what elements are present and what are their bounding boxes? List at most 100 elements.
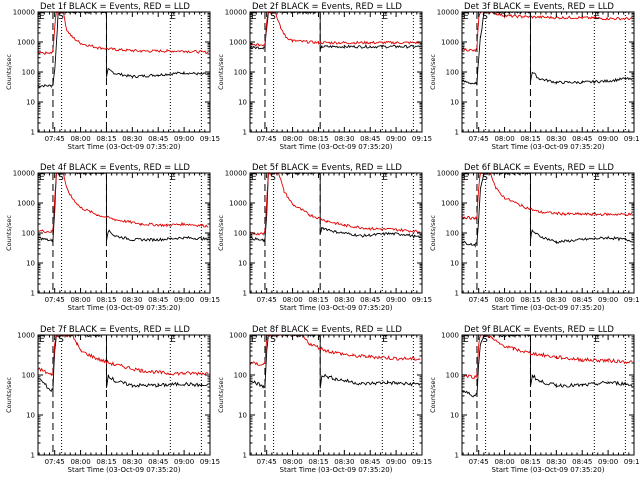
- x-tick-label: 08:30: [122, 135, 142, 143]
- x-tick-label: 09:00: [598, 296, 618, 304]
- x-tick-label: 08:00: [282, 458, 302, 466]
- interval-marker-e: E: [463, 173, 469, 183]
- y-tick-label: 1: [455, 452, 459, 460]
- interval-marker-e: E: [382, 173, 388, 183]
- x-tick-label: 08:15: [520, 458, 540, 466]
- y-tick-label: 1: [243, 290, 247, 298]
- plot-frame: [37, 172, 211, 294]
- y-axis-label: Counts/sec: [429, 215, 437, 251]
- y-tick-label: 1: [31, 129, 35, 137]
- y-tick-label: 1000: [229, 200, 247, 208]
- x-tick-label: 08:00: [282, 135, 302, 143]
- x-tick-label: 08:00: [70, 458, 90, 466]
- y-axis-label: Counts/sec: [5, 215, 13, 251]
- x-tick-label: 09:15: [412, 458, 432, 466]
- x-tick-label: 09:15: [200, 296, 220, 304]
- interval-marker-s: S: [58, 173, 64, 183]
- panel-title: Det 4f BLACK = Events, RED = LLD: [40, 163, 190, 173]
- y-tick-label: 10000: [13, 9, 35, 17]
- x-tick-label: 08:30: [546, 458, 566, 466]
- y-tick-label: 10: [238, 99, 247, 107]
- x-tick-label: 09:00: [598, 135, 618, 143]
- x-tick-label: 09:15: [200, 458, 220, 466]
- x-tick-label: 08:45: [572, 458, 592, 466]
- x-axis-label: Start Time (03-Oct-09 07:35:20): [492, 143, 605, 151]
- x-axis-label: Start Time (03-Oct-09 07:35:20): [492, 466, 605, 474]
- y-tick-label: 100: [22, 372, 35, 380]
- x-tick-label: 08:15: [520, 135, 540, 143]
- x-tick-label: 07:45: [257, 458, 277, 466]
- panel-title: Det 2f BLACK = Events, RED = LLD: [252, 2, 402, 12]
- y-tick-label: 10000: [225, 170, 247, 178]
- panel-title: Det 1f BLACK = Events, RED = LLD: [40, 2, 190, 12]
- x-tick-label: 09:00: [174, 458, 194, 466]
- interval-marker-s: S: [270, 12, 276, 22]
- panel-title: Det 9f BLACK = Events, RED = LLD: [464, 325, 614, 335]
- y-tick-label: 10: [450, 260, 459, 268]
- panel-3: Det 3f BLACK = Events, RED = LLD 1 10 100 10…: [429, 2, 640, 151]
- x-tick-label: 08:15: [520, 296, 540, 304]
- x-tick-label: 09:00: [386, 135, 406, 143]
- lld-series-line: [250, 335, 421, 366]
- interval-marker-e: E: [170, 335, 176, 345]
- x-axis-label: Start Time (03-Oct-09 07:35:20): [492, 304, 605, 312]
- x-tick-label: 08:30: [546, 296, 566, 304]
- x-axis-label: Start Time (03-Oct-09 07:35:20): [68, 143, 181, 151]
- interval-marker-e: E: [382, 12, 388, 22]
- x-tick-label: 08:00: [282, 296, 302, 304]
- x-tick-label: 08:45: [148, 296, 168, 304]
- interval-marker-s: S: [482, 335, 488, 345]
- x-tick-label: 08:30: [122, 296, 142, 304]
- x-tick-label: 08:00: [494, 135, 514, 143]
- x-tick-label: 08:45: [572, 135, 592, 143]
- events-series-line: [38, 173, 209, 243]
- x-tick-label: 09:00: [174, 135, 194, 143]
- x-tick-label: 09:00: [598, 458, 618, 466]
- panel-4: Det 4f BLACK = Events, RED = LLD 1 10 100 10…: [5, 163, 220, 312]
- interval-marker-e: E: [39, 173, 45, 183]
- x-tick-label: 07:45: [257, 296, 277, 304]
- y-tick-label: 1000: [441, 39, 459, 47]
- panel-title: Det 8f BLACK = Events, RED = LLD: [252, 325, 402, 335]
- panel-1: Det 1f BLACK = Events, RED = LLD 1 10 100 10…: [5, 2, 220, 151]
- panel-title: Det 6f BLACK = Events, RED = LLD: [464, 163, 614, 173]
- panel-6: Det 6f BLACK = Events, RED = LLD 1 10 100 10…: [429, 163, 640, 312]
- interval-marker-e: E: [463, 335, 469, 345]
- y-tick-label: 10: [26, 260, 35, 268]
- x-tick-label: 08:45: [572, 296, 592, 304]
- y-axis-label: Counts/sec: [429, 54, 437, 90]
- panel-5: Det 5f BLACK = Events, RED = LLD 1 10 100 10…: [217, 163, 432, 312]
- interval-marker-e: E: [170, 12, 176, 22]
- y-tick-label: 1000: [229, 332, 247, 340]
- plot-frame: [249, 334, 423, 456]
- lld-series-line: [38, 12, 209, 56]
- y-tick-label: 1000: [229, 39, 247, 47]
- x-tick-label: 07:45: [45, 296, 65, 304]
- y-axis-label: Counts/sec: [5, 54, 13, 90]
- interval-marker-e: E: [251, 12, 257, 22]
- y-tick-label: 100: [22, 69, 35, 77]
- x-tick-label: 08:00: [70, 296, 90, 304]
- panel-title: Det 5f BLACK = Events, RED = LLD: [252, 163, 402, 173]
- plot-frame: [461, 334, 635, 456]
- panel-title: Det 3f BLACK = Events, RED = LLD: [464, 2, 614, 12]
- y-tick-label: 100: [234, 372, 247, 380]
- x-tick-label: 09:15: [624, 135, 640, 143]
- plot-frame: [249, 11, 423, 133]
- x-tick-label: 08:15: [96, 296, 116, 304]
- x-tick-label: 08:45: [360, 296, 380, 304]
- x-tick-label: 08:15: [96, 135, 116, 143]
- x-axis-label: Start Time (03-Oct-09 07:35:20): [68, 304, 181, 312]
- plot-frame: [461, 11, 635, 133]
- y-tick-label: 1: [455, 129, 459, 137]
- x-axis-label: Start Time (03-Oct-09 07:35:20): [280, 143, 393, 151]
- x-tick-label: 08:15: [308, 135, 328, 143]
- y-axis-label: Counts/sec: [5, 377, 13, 413]
- y-tick-label: 1000: [441, 200, 459, 208]
- x-tick-label: 08:00: [494, 458, 514, 466]
- y-tick-label: 10: [238, 412, 247, 420]
- x-tick-label: 08:15: [308, 296, 328, 304]
- y-tick-label: 10: [238, 260, 247, 268]
- y-tick-label: 1: [455, 290, 459, 298]
- interval-marker-s: S: [270, 335, 276, 345]
